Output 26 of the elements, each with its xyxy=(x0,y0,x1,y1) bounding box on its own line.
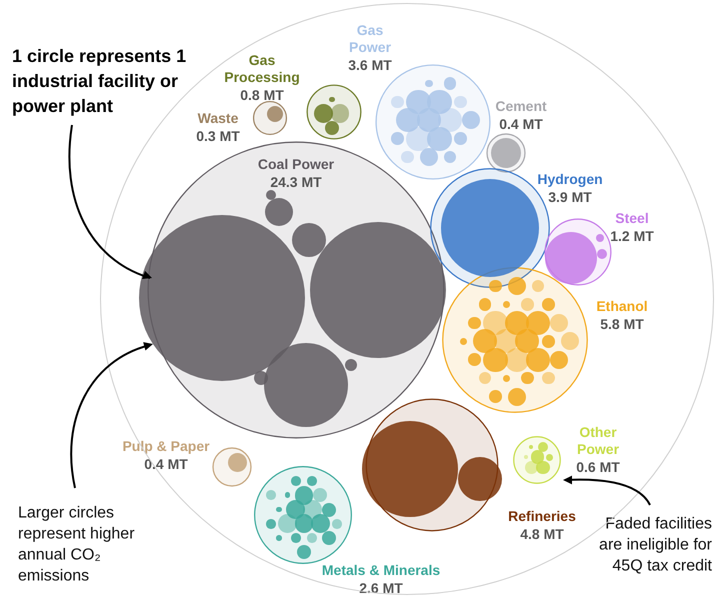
data-label: 5.8 MT xyxy=(600,316,644,332)
text: 1 circle represents 1 industrial facility or power plant xyxy=(12,46,186,116)
data-label: 4.8 MT xyxy=(520,526,564,542)
category-label: Refineries xyxy=(508,508,576,524)
category-label: Pulp & Paper xyxy=(122,438,210,454)
data-label: 1.2 MT xyxy=(610,228,654,244)
data-label: 3.6 MT xyxy=(348,56,392,73)
data-label: 3.9 MT xyxy=(548,188,592,205)
text: Larger circles represent higher annual CO₂ emissions xyxy=(18,504,136,584)
data-label: 0.8 MT xyxy=(240,86,284,103)
data-label: 0.6 MT xyxy=(576,458,620,475)
category-label: Other Power xyxy=(576,424,620,457)
category-label: Waste xyxy=(198,110,239,126)
data-label: 0.3 MT xyxy=(196,128,240,144)
data-label: 0.4 MT xyxy=(499,116,544,132)
category-label: Gas Processing xyxy=(224,52,300,85)
category-label: Steel xyxy=(615,210,649,226)
category-label: Metals & Minerals xyxy=(322,562,440,578)
data-label: 24.3 MT xyxy=(270,174,322,190)
category-label: Cement xyxy=(495,98,548,114)
category-label: Gas Power xyxy=(348,22,392,55)
data-label: 0.4 MT xyxy=(144,456,188,472)
category-label: Hydrogen xyxy=(537,170,603,187)
category-label: Coal Power xyxy=(258,156,335,172)
category-label: Ethanol xyxy=(596,298,648,314)
text: Faded facilities are ineligible for 45Q tax credit xyxy=(599,515,713,574)
